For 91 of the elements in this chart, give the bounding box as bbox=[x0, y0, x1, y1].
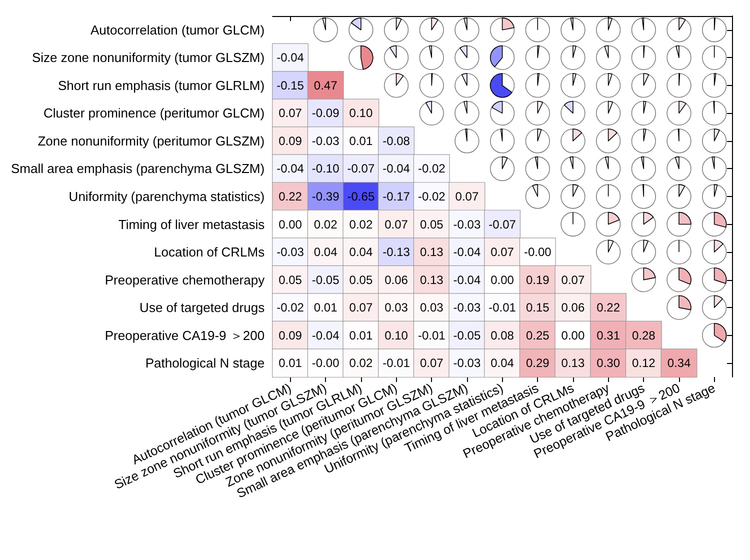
data-label: 0.01 bbox=[349, 328, 373, 342]
data-label: 0.05 bbox=[349, 272, 373, 287]
data-label: -0.02 bbox=[418, 162, 446, 176]
data-label: 0.03 bbox=[420, 300, 444, 315]
data-label: 0.01 bbox=[314, 300, 338, 315]
data-label: -0.07 bbox=[488, 217, 516, 232]
data-label: 0.07 bbox=[561, 272, 585, 287]
y-tick-label: Preoperative CA19-9 ＞200 bbox=[104, 328, 265, 343]
data-label: 0.47 bbox=[314, 78, 338, 92]
data-label: -0.00 bbox=[524, 245, 552, 260]
data-label: 0.34 bbox=[667, 356, 691, 370]
y-tick-label: Timing of liver metastasis bbox=[118, 216, 266, 232]
data-label: 0.06 bbox=[384, 272, 408, 287]
data-label: -0.04 bbox=[453, 272, 481, 287]
data-label: 0.04 bbox=[314, 245, 338, 260]
data-label: 0.07 bbox=[420, 356, 444, 370]
data-label: -0.01 bbox=[488, 300, 516, 315]
y-tick-label: Size zone nonuniformity (tumor GLSZM) bbox=[32, 50, 265, 66]
data-label: 0.25 bbox=[526, 328, 550, 342]
data-label: 0.04 bbox=[490, 356, 514, 370]
data-label: -0.03 bbox=[453, 300, 481, 315]
data-label: -0.39 bbox=[312, 190, 340, 204]
data-label: 0.07 bbox=[490, 245, 514, 260]
y-tick-label: Cluster prominence (peritumor GLCM) bbox=[44, 106, 265, 121]
data-label: 0.02 bbox=[349, 356, 373, 370]
data-label: -0.17 bbox=[382, 190, 410, 204]
data-label: 0.29 bbox=[526, 356, 550, 370]
data-label: -0.04 bbox=[276, 162, 304, 176]
data-label: 0.15 bbox=[526, 300, 550, 315]
y-tick-label: Uniformity (parenchyma statistics) bbox=[68, 189, 265, 204]
data-label: -0.04 bbox=[276, 50, 304, 65]
y-tick-label: Short run emphasis (tumor GLRLM) bbox=[58, 78, 265, 93]
data-label: -0.01 bbox=[418, 328, 446, 342]
y-tick-label: Use of targeted drugs bbox=[140, 300, 266, 316]
data-label: 0.02 bbox=[314, 217, 338, 232]
data-label: -0.04 bbox=[382, 162, 410, 176]
y-tick-label: Autocorrelation (tumor GLCM) bbox=[90, 22, 265, 38]
data-label: 0.08 bbox=[490, 328, 514, 342]
data-label: 0.10 bbox=[384, 328, 408, 342]
data-label: -0.07 bbox=[347, 162, 375, 176]
data-label: 0.22 bbox=[596, 300, 620, 315]
data-label: 0.10 bbox=[349, 106, 373, 120]
data-label: -0.65 bbox=[347, 190, 375, 204]
data-label: -0.02 bbox=[418, 190, 446, 204]
data-label: 0.07 bbox=[278, 106, 302, 120]
data-label: 0.09 bbox=[278, 134, 302, 148]
data-label: 0.07 bbox=[349, 300, 373, 315]
data-label: 0.31 bbox=[596, 328, 620, 342]
data-label: 0.13 bbox=[420, 272, 444, 287]
data-label: 0.12 bbox=[632, 356, 656, 370]
data-label: -0.03 bbox=[453, 356, 481, 370]
data-label: -0.04 bbox=[453, 245, 481, 260]
data-label: 0.04 bbox=[349, 245, 373, 260]
data-label: 0.03 bbox=[384, 300, 408, 315]
data-label: 0.07 bbox=[455, 190, 479, 204]
data-label: 0.01 bbox=[349, 134, 373, 148]
data-label: -0.10 bbox=[312, 162, 340, 176]
data-label: 0.19 bbox=[526, 272, 550, 287]
data-label: -0.03 bbox=[276, 245, 304, 260]
data-label: -0.03 bbox=[453, 217, 481, 232]
data-label: 0.22 bbox=[278, 190, 302, 204]
y-tick-label: Pathological N stage bbox=[145, 356, 265, 371]
data-label: -0.02 bbox=[276, 300, 304, 315]
data-label: 0.05 bbox=[278, 272, 302, 287]
data-label: 0.09 bbox=[278, 328, 302, 342]
data-label: 0.00 bbox=[561, 328, 585, 342]
data-label: 0.13 bbox=[420, 245, 444, 260]
data-label: -0.05 bbox=[453, 328, 481, 342]
data-label: -0.13 bbox=[382, 245, 410, 260]
data-label: 0.00 bbox=[490, 272, 514, 287]
data-label: -0.09 bbox=[312, 106, 340, 120]
data-label: 0.30 bbox=[596, 356, 620, 370]
data-label: -0.15 bbox=[276, 78, 304, 92]
data-label: -0.00 bbox=[312, 356, 340, 370]
y-tick-label: Preoperative chemotherapy bbox=[104, 272, 266, 288]
y-tick-label: Location of CRLMs bbox=[154, 244, 266, 260]
data-label: 0.01 bbox=[278, 356, 302, 370]
data-label: 0.28 bbox=[632, 328, 656, 342]
data-label: -0.04 bbox=[312, 328, 340, 342]
data-label: -0.08 bbox=[382, 134, 410, 148]
data-label: 0.07 bbox=[384, 217, 408, 232]
y-tick-label: Zone nonuniformity (peritumor GLSZM) bbox=[38, 133, 265, 148]
data-label: 0.00 bbox=[278, 217, 302, 232]
data-label: 0.06 bbox=[561, 300, 585, 315]
y-tick-label: Small area emphasis (parenchyma GLSZM) bbox=[10, 161, 265, 176]
data-label: -0.01 bbox=[382, 356, 410, 370]
data-label: -0.05 bbox=[312, 272, 340, 287]
data-label: 0.02 bbox=[349, 217, 373, 232]
data-label: 0.13 bbox=[561, 356, 585, 370]
data-label: 0.05 bbox=[420, 217, 444, 232]
data-label: -0.03 bbox=[312, 134, 340, 148]
